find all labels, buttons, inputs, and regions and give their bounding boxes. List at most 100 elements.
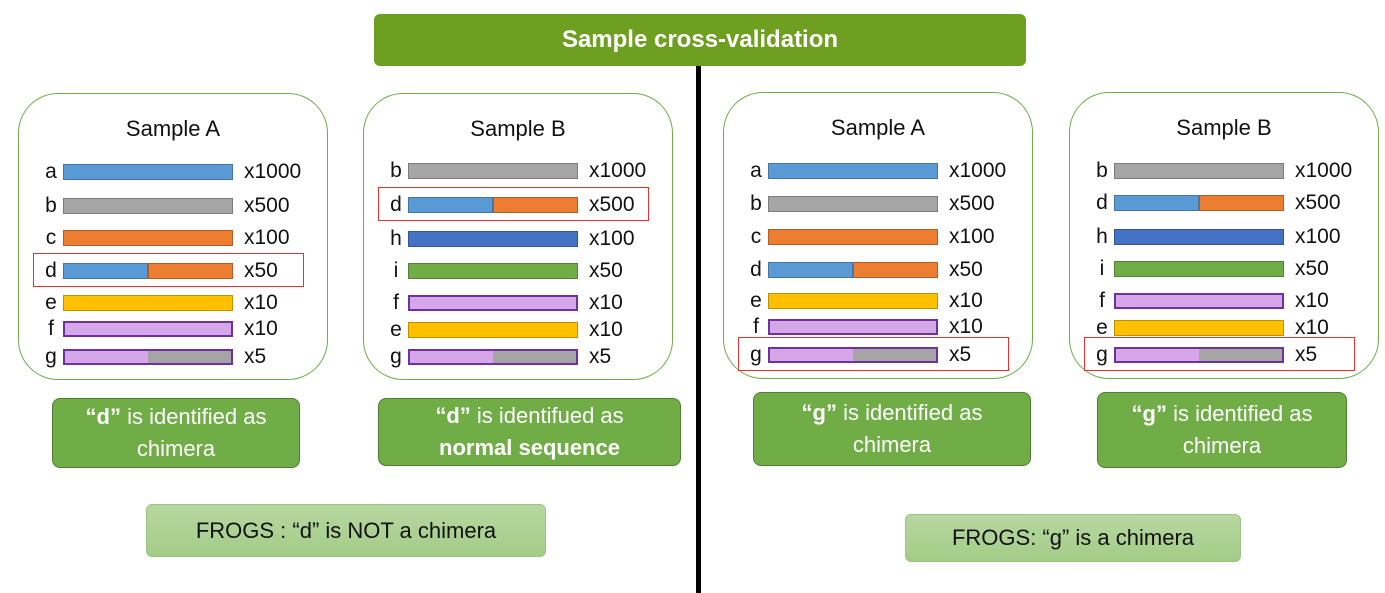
sequence-row-b: b x500 (19, 193, 327, 219)
sequence-label: i (1099, 257, 1105, 280)
sequence-bar (1114, 320, 1284, 336)
sequence-row-a: a x1000 (724, 158, 1032, 184)
sequence-label: a (750, 159, 762, 182)
panel-title: Sample B (1176, 115, 1272, 140)
result-line-1: “d” is identified as (53, 401, 299, 433)
sequence-label: g (750, 343, 762, 366)
result-box-right-b: “g” is identified as chimera (1097, 392, 1347, 468)
sequence-row-i: i x50 (364, 258, 672, 284)
title-banner: Sample cross-validation (374, 14, 1026, 66)
result-text: is identifued as (470, 403, 624, 428)
bar-segment-orange (853, 262, 938, 278)
sequence-bar (768, 319, 938, 335)
bar-segment-darkblue (1114, 229, 1284, 245)
result-line-1: “g” is identified as (754, 397, 1030, 429)
abundance-count: x500 (589, 193, 635, 216)
sequence-bar (768, 163, 938, 179)
abundance-count: x500 (949, 192, 995, 215)
sequence-row-h: h x100 (364, 226, 672, 252)
sequence-row-c: c x100 (724, 224, 1032, 250)
bar-segment-gray (768, 196, 938, 212)
bar-segment-orange (148, 263, 233, 279)
bar-segment-blue (1114, 195, 1199, 211)
sequence-row-f: f x10 (1070, 288, 1378, 314)
result-text: is identified as (1166, 401, 1313, 426)
abundance-count: x10 (244, 317, 278, 340)
sequence-bar (63, 198, 233, 214)
sequence-bar (63, 263, 233, 279)
bar-segment-purple (410, 351, 493, 363)
sequence-label: e (45, 291, 57, 314)
bar-segment-blue (63, 164, 233, 180)
sequence-label: d (390, 193, 402, 216)
result-box-left-b: “d” is identifued as normal sequence (378, 398, 681, 466)
sequence-label: e (750, 289, 762, 312)
sequence-bar (63, 321, 233, 337)
abundance-count: x5 (589, 345, 612, 368)
abundance-count: x10 (244, 291, 278, 314)
sequence-label: d (750, 258, 762, 281)
result-box-left-a: “d” is identified as chimera (52, 398, 300, 468)
sequence-bar (1114, 293, 1284, 309)
bar-segment-gray (408, 163, 578, 179)
bar-segment-orange (1199, 195, 1284, 211)
bar-segment-orange (493, 197, 578, 213)
sequence-row-f: f x10 (364, 290, 672, 316)
sequence-bar (1114, 347, 1284, 363)
bar-segment-blue (768, 262, 853, 278)
bar-segment-yellow (768, 293, 938, 309)
sequence-label: c (45, 226, 57, 249)
bar-segment-blue (408, 197, 493, 213)
sequence-row-b: b x500 (724, 191, 1032, 217)
sequence-bar (1114, 195, 1284, 211)
abundance-count: x100 (589, 227, 635, 250)
sequence-label: e (390, 318, 402, 341)
sequence-label: f (48, 317, 54, 340)
bar-segment-orange (63, 230, 233, 246)
sequence-bar (63, 230, 233, 246)
abundance-count: x50 (1295, 257, 1329, 280)
bar-segment-yellow (1114, 320, 1284, 336)
abundance-count: x10 (949, 289, 983, 312)
bar-segment-purple (410, 297, 576, 309)
bar-segment-darkblue (408, 231, 578, 247)
bar-segment-green (408, 263, 578, 279)
sequence-bar (408, 263, 578, 279)
highlight-box (378, 187, 649, 221)
frogs-verdict-right: FROGS: “g” is a chimera (905, 514, 1241, 562)
sequence-row-e: e x10 (19, 290, 327, 316)
sequence-label: b (1096, 159, 1108, 182)
bar-segment-orange (768, 229, 938, 245)
abundance-count: x500 (244, 194, 290, 217)
sequence-row-a: a x1000 (19, 159, 327, 185)
sequence-bar (768, 196, 938, 212)
bar-segment-gray (493, 351, 576, 363)
sequence-row-g: g x5 (1070, 342, 1378, 368)
sequence-row-g: g x5 (364, 344, 672, 370)
sequence-row-g: g x5 (19, 344, 327, 370)
sequence-row-i: i x50 (1070, 256, 1378, 282)
result-text: is identified as (836, 400, 983, 425)
panel-title: Sample B (470, 116, 566, 141)
sequence-bar (63, 164, 233, 180)
panel-title: Sample A (830, 115, 926, 140)
sequence-row-e: e x10 (724, 288, 1032, 314)
sequence-label: f (753, 315, 759, 338)
bar-segment-yellow (63, 295, 233, 311)
sequence-quote: “d” (435, 403, 471, 428)
sequence-bar (1114, 163, 1284, 179)
result-text: is identified as (120, 404, 267, 429)
result-line-1: “g” is identified as (1098, 398, 1346, 430)
sequence-label: c (750, 225, 762, 248)
sequence-row-b: b x1000 (364, 158, 672, 184)
sequence-bar (408, 322, 578, 338)
sequence-row-b: b x1000 (1070, 158, 1378, 184)
abundance-count: x10 (589, 291, 623, 314)
sequence-bar (408, 163, 578, 179)
sequence-bar (768, 293, 938, 309)
abundance-count: x50 (244, 259, 278, 282)
result-line-2: chimera (852, 432, 932, 457)
abundance-count: x5 (1295, 343, 1318, 366)
sequence-row-d: d x50 (19, 258, 327, 284)
panel-left-sample-b: Sample B b x1000 d x500 h x100 i x50 f x10 e x10 g x5 (363, 93, 673, 380)
